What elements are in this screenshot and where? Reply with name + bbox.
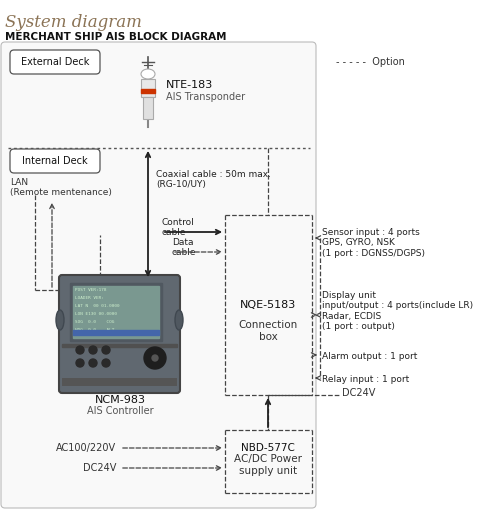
Text: AC100/220V: AC100/220V (56, 443, 116, 453)
Bar (62, 344, 177, 347)
Text: Sensor input : 4 ports
GPS, GYRO, NSK
(1 port : DGNSS/DGPS): Sensor input : 4 ports GPS, GYRO, NSK (1… (322, 228, 425, 258)
Text: AIS Transponder: AIS Transponder (166, 92, 245, 102)
Text: DC24V: DC24V (342, 388, 375, 398)
Bar (141, 79, 155, 97)
Text: Data
cable: Data cable (172, 238, 196, 257)
Text: System diagram: System diagram (5, 14, 142, 31)
Ellipse shape (175, 310, 183, 330)
FancyBboxPatch shape (59, 275, 180, 393)
Text: Internal Deck: Internal Deck (22, 156, 88, 166)
Text: AC/DC Power
supply unit: AC/DC Power supply unit (234, 454, 302, 475)
Circle shape (102, 346, 110, 354)
Circle shape (76, 359, 84, 367)
Ellipse shape (141, 69, 155, 79)
Bar (143, 97, 153, 119)
Bar (73, 286, 159, 338)
Text: NTE-183: NTE-183 (166, 80, 213, 90)
Bar (73, 330, 159, 335)
Text: MERCHANT SHIP AIS BLOCK DIAGRAM: MERCHANT SHIP AIS BLOCK DIAGRAM (5, 32, 227, 42)
Bar (62, 378, 177, 386)
Text: DC24V: DC24V (83, 463, 116, 473)
Circle shape (102, 359, 110, 367)
Text: LAN
(Remote mentenance): LAN (Remote mentenance) (10, 178, 112, 197)
Text: AIS Controller: AIS Controller (86, 406, 153, 416)
Text: Coaxial cable : 50m max.
(RG-10/UY): Coaxial cable : 50m max. (RG-10/UY) (156, 170, 271, 189)
Text: Alarm output : 1 port: Alarm output : 1 port (322, 352, 417, 361)
FancyBboxPatch shape (1, 42, 316, 508)
Text: Relay input : 1 port: Relay input : 1 port (322, 375, 409, 384)
Text: Connection
box: Connection box (239, 320, 298, 342)
Circle shape (89, 359, 97, 367)
FancyBboxPatch shape (10, 50, 100, 74)
Text: NCM-983: NCM-983 (94, 395, 146, 405)
Text: External Deck: External Deck (21, 57, 89, 67)
Text: Control
cable: Control cable (162, 218, 195, 237)
Circle shape (152, 355, 158, 361)
Text: POST VER:178: POST VER:178 (75, 288, 106, 292)
Ellipse shape (56, 310, 64, 330)
Circle shape (76, 346, 84, 354)
Text: LOADER VER:: LOADER VER: (75, 296, 104, 300)
Circle shape (89, 346, 97, 354)
Text: Display unit
input/output : 4 ports(include LR)
Radar, ECDIS
(1 port : output): Display unit input/output : 4 ports(incl… (322, 291, 473, 331)
Text: LON E130 00.0000: LON E130 00.0000 (75, 312, 117, 316)
Text: LAT N  00 01.0000: LAT N 00 01.0000 (75, 304, 120, 308)
Text: HDG  0.0    ALT: HDG 0.0 ALT (75, 328, 114, 332)
Circle shape (144, 347, 166, 369)
Bar (141, 89, 155, 93)
Text: SOG  0.0    COG: SOG 0.0 COG (75, 320, 114, 324)
Bar (70, 283, 162, 341)
Text: NBD-577C: NBD-577C (241, 443, 295, 453)
FancyBboxPatch shape (10, 149, 100, 173)
Text: - - - - -  Option: - - - - - Option (336, 57, 405, 67)
Text: NQE-5183: NQE-5183 (240, 300, 296, 310)
